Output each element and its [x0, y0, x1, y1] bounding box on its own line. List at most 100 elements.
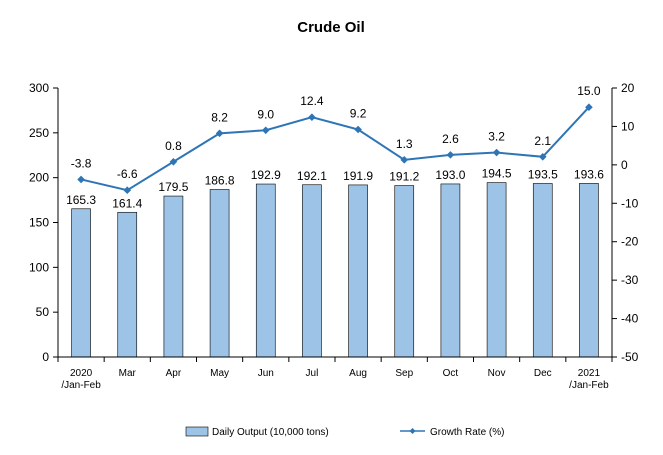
- x-tick-label: 2020/Jan-Feb: [61, 368, 101, 391]
- bar-value-label: 191.2: [389, 170, 419, 184]
- growth-rate-point: [538, 152, 547, 161]
- x-tick-label-line: Sep: [395, 368, 413, 379]
- right-tick-label: -50: [621, 350, 639, 364]
- growth-rate-label: 12.4: [300, 94, 324, 108]
- left-tick-label: 0: [42, 350, 49, 364]
- x-tick-label-line: Dec: [534, 368, 552, 379]
- left-tick-label: 150: [29, 216, 49, 230]
- bar-value-label: 161.4: [112, 196, 142, 210]
- growth-rate-line: [80, 106, 590, 192]
- x-tick-label: Aug: [349, 368, 367, 379]
- bar-series: [71, 182, 599, 358]
- x-tick-label: Dec: [534, 368, 552, 379]
- x-tick-label-line: Oct: [443, 368, 459, 379]
- growth-rate-point: [400, 156, 409, 164]
- growth-rate-label: 2.1: [534, 134, 551, 148]
- bar: [394, 185, 415, 358]
- bar: [71, 208, 91, 358]
- bar: [348, 184, 368, 358]
- bar-value-label: 191.9: [343, 169, 373, 183]
- right-tick-label: -40: [621, 312, 639, 326]
- legend-line-marker: [409, 428, 416, 434]
- growth-rate-point: [123, 186, 132, 195]
- growth-rate-point: [446, 151, 455, 159]
- bar-value-label: 165.3: [66, 193, 96, 207]
- growth-rate-point: [169, 157, 178, 166]
- growth-rate-point: [77, 175, 85, 184]
- bar: [302, 184, 322, 358]
- growth-rate-label: 0.8: [165, 139, 182, 153]
- growth-rate-point: [261, 126, 270, 135]
- x-tick-label: 2021/Jan-Feb: [569, 368, 609, 391]
- legend-line-label: Growth Rate (%): [430, 427, 504, 438]
- growth-rate-point: [492, 148, 501, 157]
- bar: [440, 183, 461, 358]
- axes: 050100150200250300-50-40-30-20-100102020…: [29, 81, 639, 391]
- right-tick-label: -20: [621, 235, 639, 249]
- x-tick-label-line: Nov: [488, 368, 506, 379]
- growth-rate-point: [215, 129, 224, 138]
- growth-rate-label: -6.6: [117, 167, 138, 181]
- line-series: [77, 103, 593, 195]
- left-tick-label: 250: [29, 126, 49, 140]
- chart-title: Crude Oil: [297, 19, 365, 36]
- left-tick-label: 100: [29, 260, 49, 274]
- growth-rate-point: [585, 103, 593, 112]
- bar-value-label: 186.8: [205, 174, 235, 188]
- x-tick-label: Jul: [306, 368, 319, 379]
- x-tick-label-line: /Jan-Feb: [61, 380, 101, 391]
- x-tick-label-line: Jun: [258, 368, 274, 379]
- growth-rate-label: 9.0: [257, 107, 274, 121]
- growth-rate-label: -3.8: [71, 156, 92, 170]
- bar: [163, 195, 184, 358]
- x-tick-label: Mar: [119, 368, 137, 379]
- bar-value-label: 193.5: [528, 167, 558, 181]
- x-tick-label-line: Jul: [306, 368, 319, 379]
- right-tick-label: 0: [621, 158, 628, 172]
- right-tick-label: 20: [621, 81, 635, 95]
- x-tick-label-line: May: [210, 368, 229, 379]
- x-tick-label-line: Aug: [349, 368, 367, 379]
- bar: [579, 183, 599, 358]
- growth-rate-label: 3.2: [488, 130, 505, 144]
- left-tick-label: 300: [29, 81, 49, 95]
- x-tick-label: May: [210, 368, 229, 379]
- x-tick-label-line: 2020: [70, 368, 93, 379]
- growth-rate-label: 8.2: [211, 110, 228, 124]
- growth-rate-label: 2.6: [442, 132, 459, 146]
- legend: Daily Output (10,000 tons) Growth Rate (…: [185, 426, 504, 438]
- growth-rate-point: [354, 125, 362, 134]
- x-tick-label-line: Apr: [166, 368, 182, 379]
- bar: [532, 183, 553, 358]
- x-tick-label: Sep: [395, 368, 413, 379]
- x-tick-label-line: 2021: [578, 368, 601, 379]
- x-tick-label: Jun: [258, 368, 274, 379]
- data-labels: 165.3 161.4 179.5 186.8 192.9 192.1 191.9 191.2…: [66, 84, 604, 210]
- bar: [486, 182, 507, 358]
- legend-bar-swatch: [185, 426, 209, 437]
- legend-bar-label: Daily Output (10,000 tons): [212, 427, 329, 438]
- x-tick-label: Apr: [166, 368, 182, 379]
- bar: [209, 189, 230, 358]
- bar-value-label: 192.1: [297, 169, 327, 183]
- growth-rate-label: 15.0: [577, 84, 601, 98]
- x-tick-label: Oct: [443, 368, 459, 379]
- bar-value-label: 179.5: [158, 180, 188, 194]
- bar-value-label: 193.6: [574, 167, 604, 181]
- right-tick-label: 10: [621, 119, 635, 133]
- x-tick-label-line: /Jan-Feb: [569, 380, 609, 391]
- bar-value-label: 194.5: [482, 167, 512, 181]
- x-tick-label-line: Mar: [119, 368, 137, 379]
- growth-rate-label: 1.3: [396, 137, 413, 151]
- bar: [255, 183, 276, 358]
- bar-value-label: 193.0: [435, 168, 465, 182]
- bar-value-label: 192.9: [251, 168, 281, 182]
- bar: [117, 211, 138, 358]
- right-tick-label: -30: [621, 273, 639, 287]
- right-tick-label: -10: [621, 196, 639, 210]
- growth-rate-label: 9.2: [350, 107, 367, 121]
- growth-rate-point: [308, 113, 316, 122]
- left-tick-label: 50: [36, 305, 50, 319]
- left-tick-label: 200: [29, 171, 49, 185]
